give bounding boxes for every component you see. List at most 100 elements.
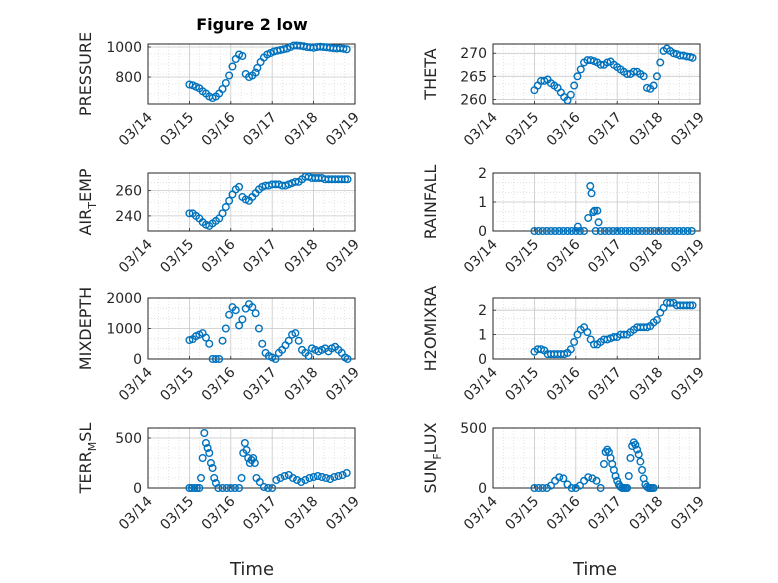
data-point: [330, 473, 339, 482]
data-point: [276, 474, 285, 483]
data-point: [592, 476, 601, 485]
x-tick-label: 03/14: [461, 236, 501, 276]
data-point: [235, 321, 244, 330]
x-tick-label: 03/14: [461, 364, 501, 404]
data-point: [342, 469, 351, 478]
data-point: [192, 484, 201, 493]
data-point: [583, 328, 592, 337]
x-tick-label: 03/16: [199, 109, 239, 149]
data-point: [621, 226, 630, 235]
data-point: [185, 484, 194, 493]
x-tick-label: 03/15: [502, 494, 542, 534]
x-tick-label: 03/15: [157, 110, 197, 150]
data-point: [226, 484, 235, 493]
data-point: [646, 226, 655, 235]
subplots: 03/14 03/15 03/16 03/17 03/18 03/198001000PRE…: [76, 32, 708, 533]
data-point: [322, 474, 331, 483]
y-tick-label: 1: [478, 195, 487, 211]
data-point: [634, 450, 643, 459]
data-point: [218, 84, 227, 93]
x-tick-label: 03/16: [544, 493, 584, 533]
x-tick-label: 03/16: [544, 236, 584, 276]
data-point: [576, 65, 585, 74]
y-tick-label: 260: [460, 92, 487, 108]
y-tick-label: 270: [460, 46, 487, 62]
y-tick-label: 2: [478, 166, 487, 182]
data-point: [343, 175, 352, 184]
data-point: [205, 449, 214, 458]
data-point: [662, 226, 671, 235]
data-point: [195, 484, 204, 493]
data-point: [590, 340, 599, 349]
data-point: [559, 474, 568, 483]
x-axis-label-left: Time: [229, 559, 274, 580]
data-point: [538, 226, 547, 235]
x-tick-label: 03/15: [502, 365, 542, 405]
axes-box: [492, 43, 701, 105]
data-point: [623, 484, 632, 493]
x-tick-label: 03/17: [240, 494, 280, 534]
data-point: [279, 45, 288, 54]
data-point: [343, 355, 352, 364]
data-point: [304, 351, 313, 360]
data-point: [249, 454, 258, 463]
data-point: [624, 472, 633, 481]
data-point: [589, 208, 598, 217]
axes-box: [147, 172, 356, 232]
y-axis-label: TERRMSL: [76, 423, 99, 495]
data-point: [339, 44, 348, 53]
data-point: [687, 226, 696, 235]
subplot-air-temp: 03/14 03/15 03/16 03/17 03/18 03/19 240 260 AIRT…: [76, 168, 363, 276]
x-tick-label: 03/17: [585, 494, 625, 534]
x-tick-label: 03/19: [668, 237, 708, 277]
axes-box: [147, 297, 356, 360]
data-point: [225, 310, 234, 319]
data-point: [218, 209, 227, 218]
x-tick-label: 03/15: [157, 237, 197, 277]
y-axis-label: AIRTEMP: [76, 168, 99, 235]
y-tick-label: 0: [478, 352, 487, 368]
data-point: [596, 60, 605, 69]
data-point: [546, 481, 555, 490]
x-tick-label: 03/14: [461, 109, 501, 149]
data-point: [242, 446, 251, 455]
data-point: [656, 58, 665, 67]
y-axis-label: MIXDEPTH: [76, 287, 95, 370]
data-point: [652, 72, 661, 81]
data-point: [631, 440, 640, 449]
data-point: [584, 213, 593, 222]
subplot-pressure: 03/14 03/15 03/16 03/17 03/18 03/19 800 1000 PRE…: [76, 32, 363, 149]
data-point: [650, 226, 659, 235]
x-tick-label: 03/18: [282, 365, 322, 405]
data-point: [297, 478, 306, 487]
data-point: [591, 226, 600, 235]
data-point: [215, 355, 224, 364]
x-tick-label: 03/15: [157, 365, 197, 405]
x-tick-label: 03/16: [544, 364, 584, 404]
data-point: [294, 336, 303, 345]
data-point: [675, 226, 684, 235]
data-point: [626, 454, 635, 463]
data-point: [272, 476, 281, 485]
y-tick-label: 0: [478, 481, 487, 497]
y-tick-label: 265: [460, 69, 487, 85]
data-point: [235, 182, 244, 191]
x-tick-label: 03/14: [461, 493, 501, 533]
data-point: [573, 72, 582, 81]
data-point: [534, 226, 543, 235]
x-tick-label: 03/17: [240, 365, 280, 405]
data-point: [218, 336, 227, 345]
data-point: [228, 62, 237, 71]
data-point: [570, 337, 579, 346]
data-point: [596, 226, 605, 235]
data-point: [588, 474, 597, 483]
data-point: [185, 80, 194, 89]
data-point: [566, 90, 575, 99]
x-tick-label: 03/19: [668, 365, 708, 405]
y-tick-label: 500: [460, 421, 487, 437]
data-point: [571, 226, 580, 235]
data-point: [633, 445, 642, 454]
data-point: [625, 226, 634, 235]
x-tick-label: 03/16: [199, 364, 239, 404]
x-tick-label: 03/18: [627, 110, 667, 150]
